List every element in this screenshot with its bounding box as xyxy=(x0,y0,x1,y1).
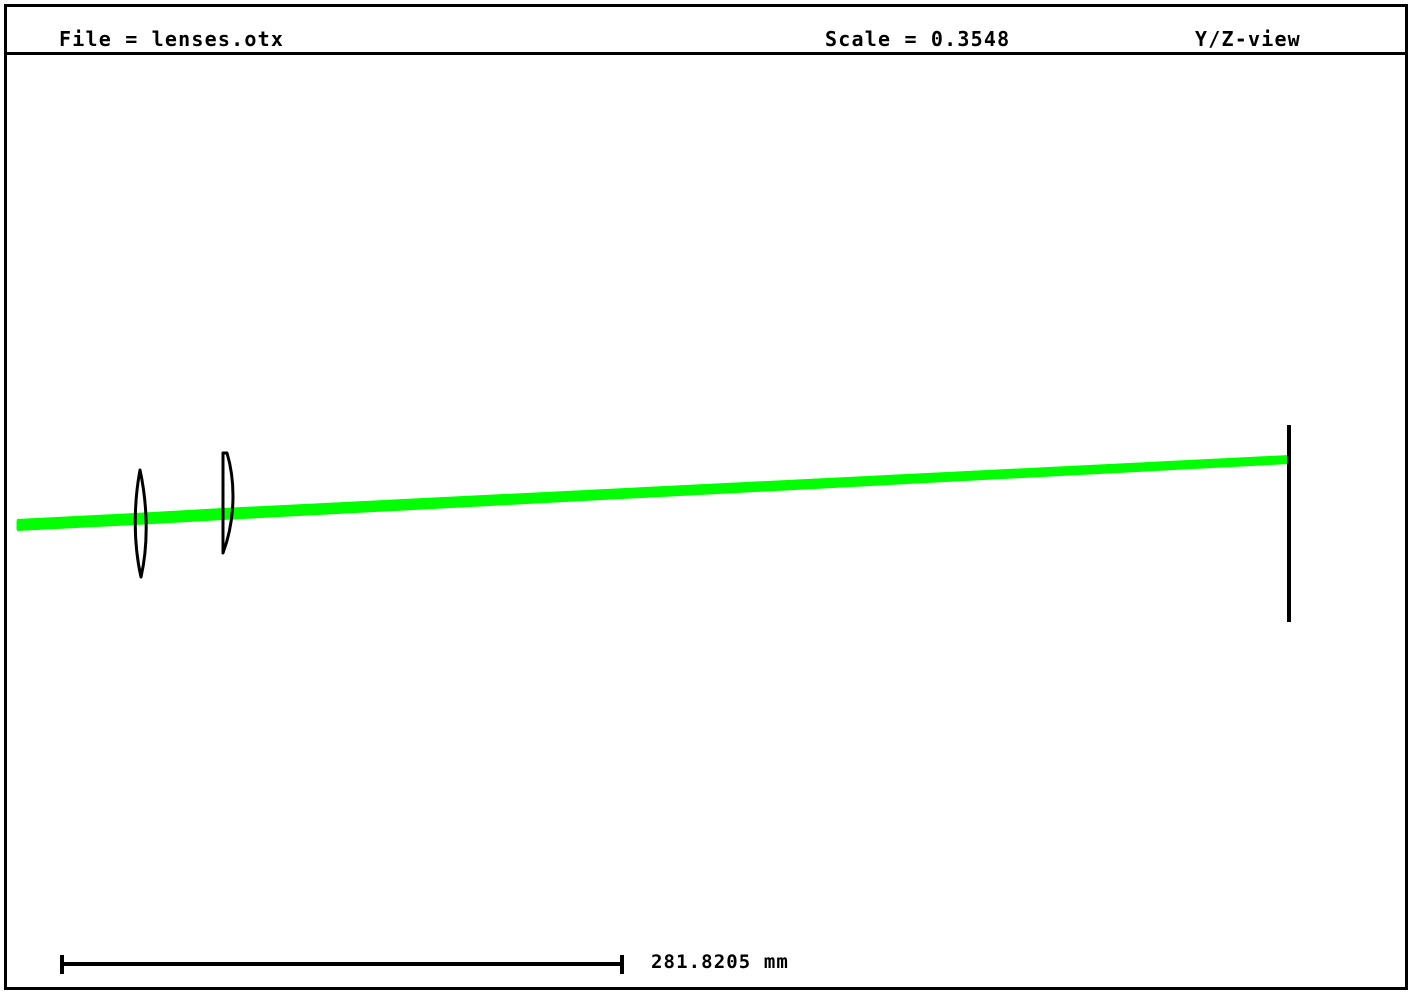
lens-2-outline xyxy=(221,451,235,555)
scale-bar xyxy=(60,955,624,974)
scale-bar-length-label: 281.8205 mm xyxy=(651,951,789,973)
ray-upper-marginal xyxy=(16,455,1290,523)
header-bar: File = lenses.otx Scale = 0.3548 Y/Z-vie… xyxy=(7,7,1405,55)
lens-1-outline xyxy=(133,468,148,579)
optical-system-diagram xyxy=(16,425,1291,974)
view-orientation-label: Y/Z-view xyxy=(1195,27,1301,51)
ray-bundle xyxy=(16,455,1290,531)
ray-chief xyxy=(16,457,1290,527)
scale-label: Scale = 0.3548 xyxy=(825,27,1011,51)
ray-lower-marginal xyxy=(16,460,1290,531)
window-border xyxy=(4,4,1408,990)
optics-drawing-canvas xyxy=(7,55,1405,987)
file-label: File = lenses.otx xyxy=(59,27,285,51)
